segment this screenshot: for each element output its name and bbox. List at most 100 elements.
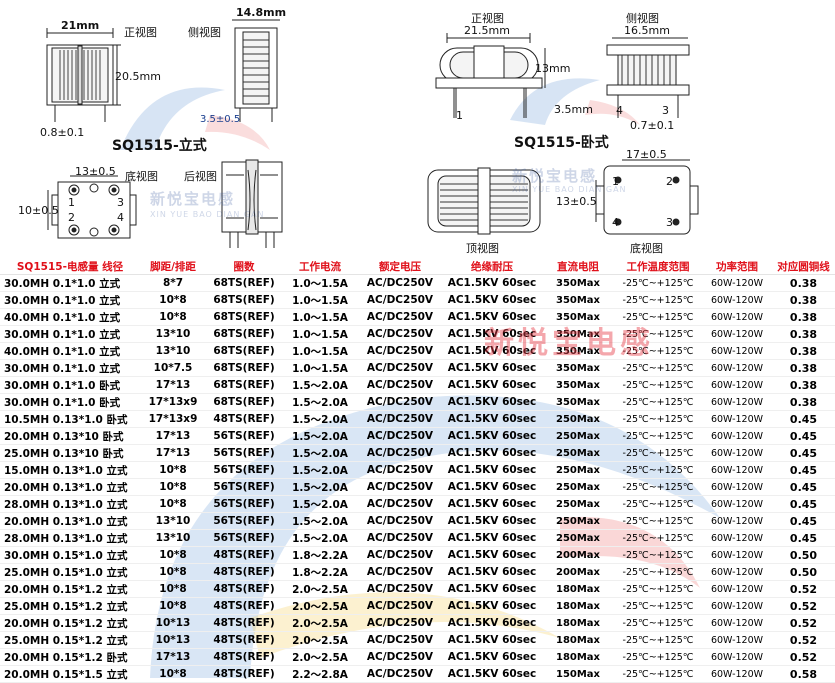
right-dim-height: 13mm (535, 62, 571, 75)
table-cell: 25.0MH 0.15*1.2 立式 (0, 631, 140, 649)
table-cell: 2.0～2.5A (282, 648, 358, 666)
table-cell: 60W-120W (702, 631, 772, 649)
table-cell: 30.0MH 0.1*1.0 卧式 (0, 376, 140, 394)
table-cell: 60W-120W (702, 444, 772, 462)
table-cell: 150Max (542, 665, 614, 683)
table-cell: AC1.5KV 60sec (442, 546, 542, 564)
table-cell: -25℃~+125℃ (614, 648, 702, 666)
table-cell: 60W-120W (702, 614, 772, 632)
right-bottom-pin-1: 1 (612, 175, 619, 188)
table-cell: 1.5～2.0A (282, 376, 358, 394)
watermark-right: 新悦宝电感 (512, 167, 598, 185)
table-cell: 56TS(REF) (206, 461, 282, 479)
table-cell: 60W-120W (702, 393, 772, 411)
table-cell: 1.8～2.2A (282, 563, 358, 581)
table-cell: 250Max (542, 495, 614, 513)
table-cell: AC/DC250V (358, 393, 442, 411)
table-cell: 48TS(REF) (206, 546, 282, 564)
table-cell: 0.45 (772, 444, 835, 462)
table-row: 30.0MH 0.1*1.0 立式 10*7.5 68TS(REF) 1.0～1.5A… (0, 359, 835, 377)
table-cell: AC1.5KV 60sec (442, 291, 542, 309)
table-cell: AC1.5KV 60sec (442, 512, 542, 530)
table-cell: 0.45 (772, 461, 835, 479)
table-cell: 60W-120W (702, 512, 772, 530)
table-cell: -25℃~+125℃ (614, 512, 702, 530)
table-cell: 68TS(REF) (206, 291, 282, 309)
table-cell: 25.0MH 0.13*10 卧式 (0, 444, 140, 462)
table-row: 20.0MH 0.15*1.5 立式 10*8 48TS(REF) 2.2～2.8A A… (0, 665, 835, 683)
table-cell: 250Max (542, 410, 614, 428)
table-cell: AC/DC250V (358, 359, 442, 377)
table-cell: 8*7 (140, 274, 206, 292)
table-row: 20.0MH 0.13*1.0 立式 13*10 56TS(REF) 1.5～2.0A… (0, 512, 835, 530)
table-cell: AC1.5KV 60sec (442, 478, 542, 496)
table-cell: 250Max (542, 427, 614, 445)
table-cell: 20.0MH 0.15*1.2 立式 (0, 614, 140, 632)
table-cell: 0.52 (772, 614, 835, 632)
table-cell: 60W-120W (702, 529, 772, 547)
left-bottom-view-label: 底视图 (125, 170, 158, 183)
table-cell: 350Max (542, 291, 614, 309)
table-cell: 0.58 (772, 665, 835, 683)
table-cell: 30.0MH 0.1*1.0 立式 (0, 359, 140, 377)
table-cell: 48TS(REF) (206, 563, 282, 581)
table-cell: 180Max (542, 597, 614, 615)
left-side-view-label: 侧视图 (188, 26, 221, 39)
table-cell: 0.52 (772, 648, 835, 666)
table-cell: -25℃~+125℃ (614, 359, 702, 377)
table-cell: 10*8 (140, 580, 206, 598)
table-cell: -25℃~+125℃ (614, 529, 702, 547)
table-cell: 1.0～1.5A (282, 342, 358, 360)
table-row: 25.0MH 0.15*1.2 立式 10*8 48TS(REF) 2.0～2.5A A… (0, 597, 835, 615)
table-cell: 0.45 (772, 495, 835, 513)
table-cell: 30.0MH 0.15*1.0 立式 (0, 546, 140, 564)
table-cell: AC/DC250V (358, 478, 442, 496)
column-header: 额定电压 (358, 258, 442, 275)
table-cell: AC/DC250V (358, 631, 442, 649)
table-cell: 1.5～2.0A (282, 478, 358, 496)
left-dim-height: 20.5mm (115, 70, 161, 83)
table-cell: 56TS(REF) (206, 495, 282, 513)
column-header: 圈数 (206, 258, 282, 275)
table-cell: 350Max (542, 325, 614, 343)
table-cell: AC/DC250V (358, 529, 442, 547)
table-row: 30.0MH 0.1*1.0 立式 13*10 68TS(REF) 1.0～1.5A A… (0, 325, 835, 343)
table-cell: AC1.5KV 60sec (442, 529, 542, 547)
table-cell: 0.52 (772, 580, 835, 598)
left-pin-3: 3 (117, 196, 124, 209)
table-cell: -25℃~+125℃ (614, 325, 702, 343)
table-cell: 56TS(REF) (206, 529, 282, 547)
left-front-view (46, 28, 121, 122)
left-side-view (232, 19, 280, 122)
table-cell: 0.38 (772, 308, 835, 326)
right-front-view (435, 33, 546, 118)
table-cell: 180Max (542, 631, 614, 649)
table-cell: 10*8 (140, 291, 206, 309)
table-cell: -25℃~+125℃ (614, 342, 702, 360)
table-row: 20.0MH 0.15*1.2 立式 10*13 48TS(REF) 2.0～2.5A… (0, 614, 835, 632)
table-cell: AC/DC250V (358, 291, 442, 309)
table-cell: 0.38 (772, 274, 835, 292)
technical-drawings: 21mm 正视图 侧视图 14.8mm 20.5mm 0.8±0.1 3.5±0… (0, 0, 835, 258)
table-cell: 68TS(REF) (206, 308, 282, 326)
table-cell: 1.0～1.5A (282, 308, 358, 326)
table-cell: AC1.5KV 60sec (442, 495, 542, 513)
right-side-pin-4: 4 (616, 104, 623, 117)
table-cell: 13*10 (140, 529, 206, 547)
table-cell: 40.0MH 0.1*1.0 立式 (0, 308, 140, 326)
table-cell: -25℃~+125℃ (614, 563, 702, 581)
right-dim-width: 21.5mm (464, 24, 510, 37)
table-cell: 56TS(REF) (206, 512, 282, 530)
right-model-label: SQ1515-卧式 (514, 135, 609, 151)
table-cell: AC/DC250V (358, 665, 442, 683)
table-cell: 10*8 (140, 665, 206, 683)
table-cell: AC1.5KV 60sec (442, 308, 542, 326)
table-cell: 68TS(REF) (206, 342, 282, 360)
table-cell: 60W-120W (702, 495, 772, 513)
table-cell: 0.38 (772, 393, 835, 411)
right-bottom-pin-2: 2 (666, 175, 673, 188)
table-cell: -25℃~+125℃ (614, 427, 702, 445)
table-cell: 13*10 (140, 342, 206, 360)
table-cell: -25℃~+125℃ (614, 308, 702, 326)
column-header: 绝缘耐压 (442, 258, 542, 275)
